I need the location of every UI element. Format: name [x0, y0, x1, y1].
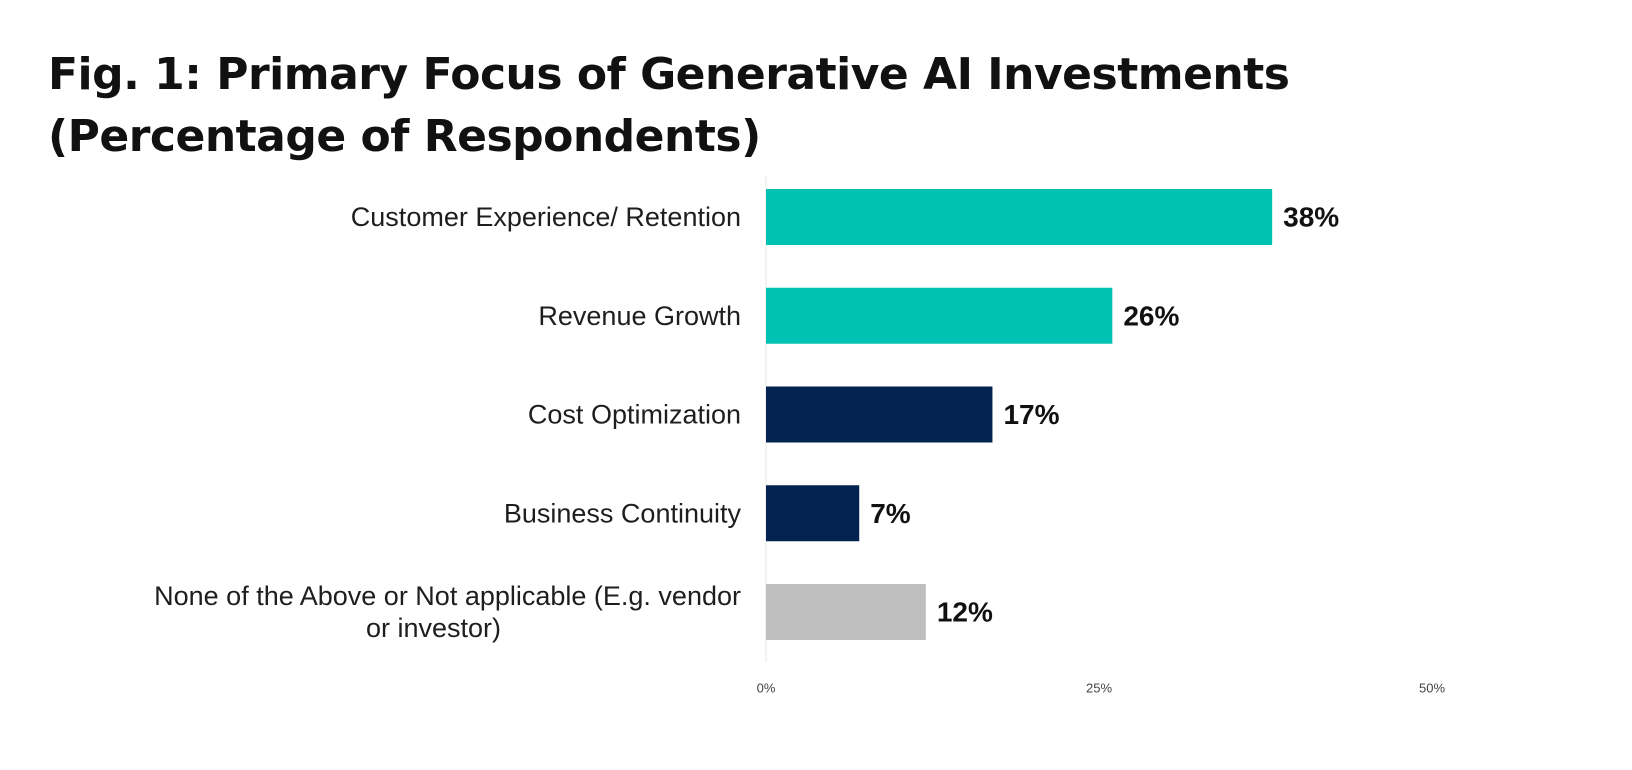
bar: [766, 287, 1113, 344]
x-tick-label: 0%: [757, 681, 776, 696]
bars-layer: [766, 189, 1273, 640]
bar: [766, 189, 1273, 245]
value-label: 7%: [870, 498, 911, 529]
x-axis-ticks: 0% 25% 50%: [757, 681, 1446, 696]
x-tick-label: 50%: [1419, 681, 1445, 696]
category-label: Cost Optimization: [528, 400, 741, 430]
bar: [766, 584, 926, 640]
value-labels: 38% 26% 17% 7% 12%: [870, 202, 1339, 628]
category-label: Business Continuity: [504, 498, 742, 528]
category-labels: Customer Experience/ Retention Revenue Gr…: [154, 202, 741, 643]
value-label: 12%: [937, 597, 993, 628]
value-label: 26%: [1123, 300, 1179, 331]
bar: [766, 485, 860, 542]
category-label: None of the Above or Not applicable (E.g…: [154, 581, 741, 643]
x-tick-label: 25%: [1086, 681, 1112, 696]
value-label: 38%: [1283, 202, 1339, 233]
category-label: Customer Experience/ Retention: [351, 202, 741, 232]
category-label: Revenue Growth: [538, 301, 741, 331]
chart-title: Fig. 1: Primary Focus of Generative AI I…: [48, 49, 1290, 162]
bar: [766, 386, 993, 443]
value-label: 17%: [1003, 399, 1059, 430]
